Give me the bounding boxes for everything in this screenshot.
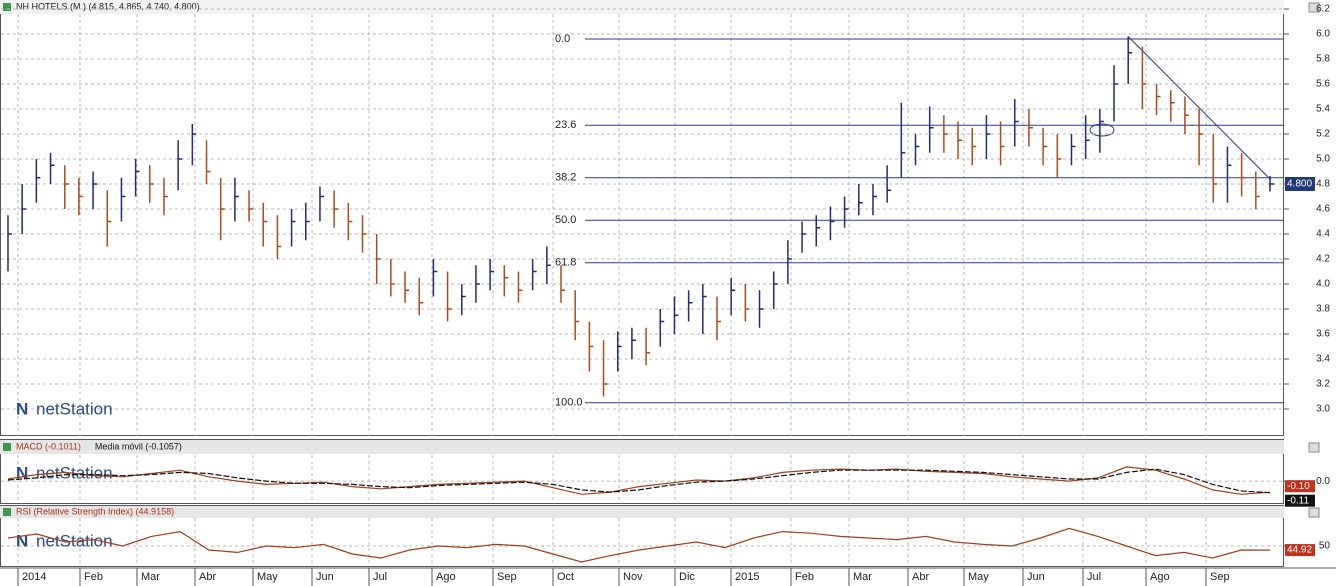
watermark: netStation bbox=[36, 399, 113, 418]
annotation-ellipse bbox=[1089, 123, 1115, 137]
x-tick-label: May bbox=[257, 571, 278, 583]
x-tick-label: 2014 bbox=[22, 571, 46, 583]
x-tick-label: Abr bbox=[912, 571, 929, 583]
x-tick-label: Nov bbox=[623, 571, 643, 583]
y-tick-label: 3.0 bbox=[1316, 404, 1330, 415]
series-line bbox=[7, 468, 1271, 494]
price-header bbox=[0, 0, 1284, 14]
x-tick-label: Feb bbox=[795, 571, 814, 583]
y-tick-label: 3.6 bbox=[1316, 329, 1330, 340]
fib-label: 0.0 bbox=[555, 33, 570, 45]
watermark-logo: N bbox=[16, 399, 28, 418]
y-tick-label: 5.0 bbox=[1316, 154, 1330, 165]
last-price-label: 4.800 bbox=[1287, 179, 1312, 190]
last-value-label: 44.92 bbox=[1287, 545, 1312, 556]
y-tick-label: 0.0 bbox=[1316, 476, 1330, 487]
y-tick-label: 5.6 bbox=[1316, 79, 1330, 90]
y-tick-label: 4.4 bbox=[1316, 229, 1330, 240]
y-tick-label: 4.2 bbox=[1316, 254, 1330, 265]
x-tick-label: Jun bbox=[1027, 571, 1045, 583]
series-line bbox=[7, 527, 1271, 563]
macd-panel bbox=[0, 439, 1284, 504]
trendline bbox=[1127, 36, 1271, 180]
y-tick-label: 5.2 bbox=[1316, 129, 1330, 140]
fib-label: 100.0 bbox=[555, 397, 583, 409]
x-tick-label: Feb bbox=[84, 571, 103, 583]
rsi-header bbox=[0, 506, 1284, 518]
x-tick-label: Ago bbox=[436, 571, 456, 583]
x-tick-label: Jul bbox=[1087, 571, 1101, 583]
fib-label: 50.0 bbox=[555, 214, 576, 226]
x-tick-label: 2015 bbox=[735, 571, 759, 583]
watermark-logo: N bbox=[16, 531, 28, 550]
y-tick-label: 4.0 bbox=[1316, 279, 1330, 290]
last-value-box bbox=[1285, 544, 1315, 557]
legend-entry: MACD (-0.1011) bbox=[16, 441, 81, 451]
y-tick-label: 4.8 bbox=[1316, 179, 1330, 190]
y-tick-label: 5.8 bbox=[1316, 54, 1330, 65]
close-button[interactable] bbox=[1308, 442, 1320, 453]
macd-header bbox=[0, 440, 1284, 454]
x-tick-label: Ago bbox=[1150, 571, 1170, 583]
close-button[interactable] bbox=[1308, 507, 1320, 518]
rsi-panel bbox=[0, 505, 1284, 567]
x-tick-label: May bbox=[968, 571, 989, 583]
x-tick-label: Mar bbox=[141, 571, 160, 583]
y-tick-label: 5.4 bbox=[1316, 104, 1330, 115]
y-tick-label: 6.0 bbox=[1316, 29, 1330, 40]
y-tick-label: 50 bbox=[1319, 541, 1331, 552]
series-line bbox=[7, 466, 1271, 495]
header-icon bbox=[3, 508, 11, 516]
header-icon bbox=[3, 3, 11, 11]
header-icon bbox=[3, 443, 11, 451]
y-tick-label: 4.6 bbox=[1316, 204, 1330, 215]
legend-entry: RSI (Relative Strength Index) (44.9158) bbox=[16, 506, 174, 516]
x-tick-label: Jun bbox=[316, 571, 334, 583]
x-tick-label: Dic bbox=[679, 571, 695, 583]
x-tick-label: Jul bbox=[373, 571, 387, 583]
x-tick-label: Sep bbox=[497, 571, 517, 583]
x-tick-label: Abr bbox=[199, 571, 216, 583]
x-tick-label: Mar bbox=[853, 571, 872, 583]
y-tick-label: 6.2 bbox=[1316, 4, 1330, 15]
last-value-label: -0.11 bbox=[1287, 495, 1309, 506]
fib-label: 23.6 bbox=[555, 119, 576, 131]
x-tick-label: Sep bbox=[1210, 571, 1230, 583]
chart-title: NH HOTELS (M.) (4.815, 4.865, 4.740, 4.8… bbox=[16, 1, 200, 11]
y-tick-label: 3.8 bbox=[1316, 304, 1330, 315]
x-tick-label: Oct bbox=[557, 571, 574, 583]
fib-label: 38.2 bbox=[555, 172, 576, 184]
last-value-box bbox=[1285, 480, 1315, 493]
last-value-label: -0.10 bbox=[1287, 481, 1310, 492]
legend-entry: Media móvil (-0.1057) bbox=[95, 441, 182, 451]
last-value-box bbox=[1285, 494, 1315, 507]
fib-label: 61.8 bbox=[555, 257, 576, 269]
y-tick-label: 3.4 bbox=[1316, 354, 1330, 365]
y-tick-label: 3.2 bbox=[1316, 379, 1330, 390]
last-price-box bbox=[1285, 177, 1315, 191]
close-button[interactable] bbox=[1308, 2, 1320, 13]
